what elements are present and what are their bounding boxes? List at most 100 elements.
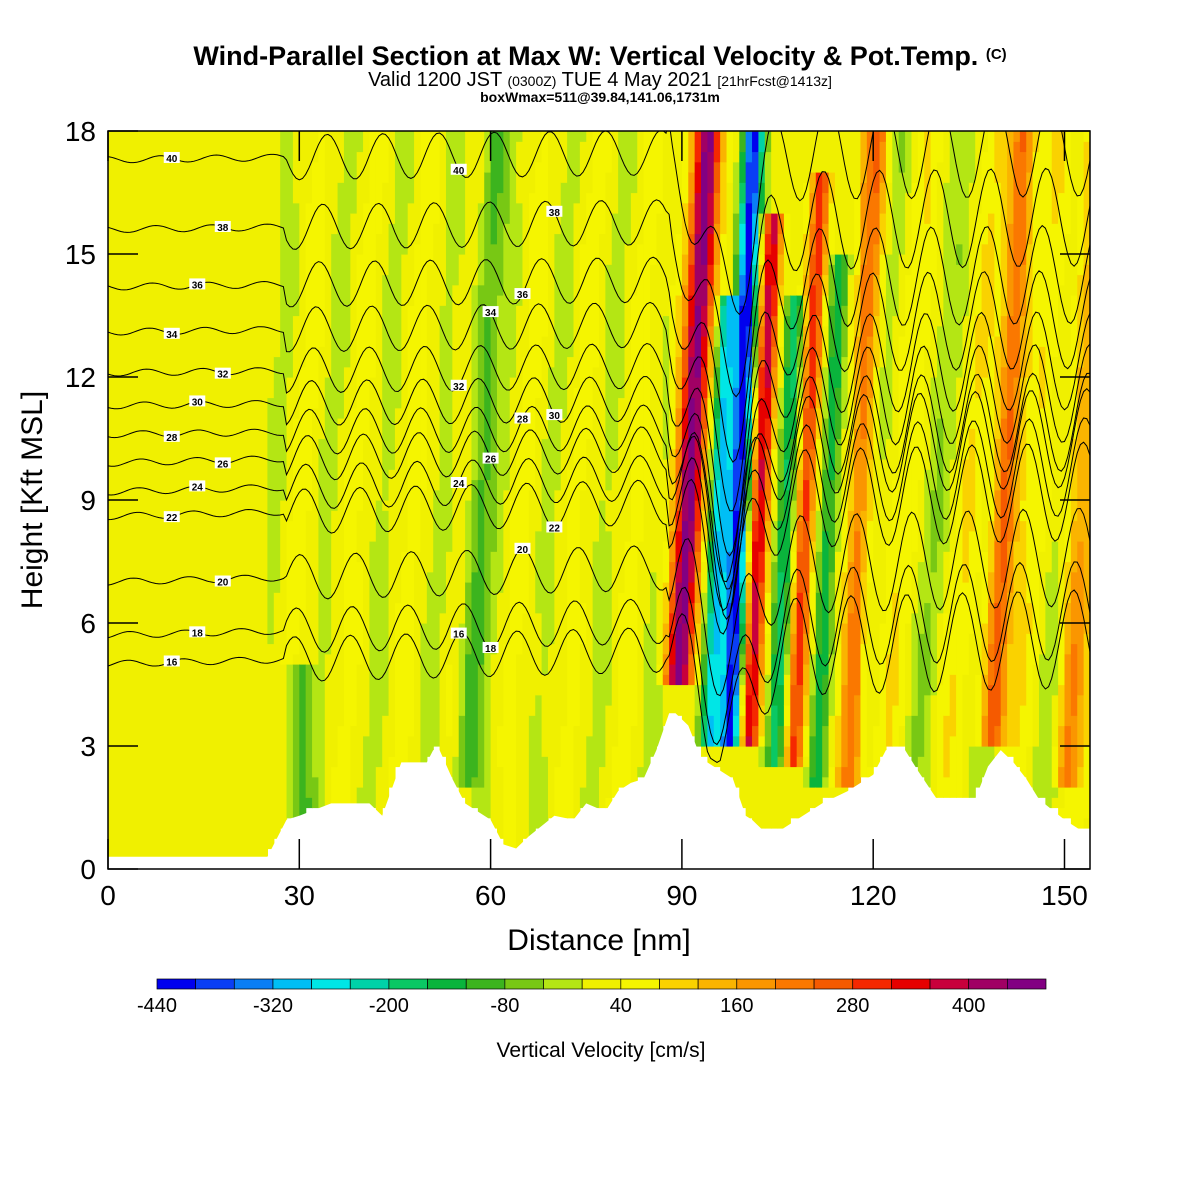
theta-label-28: 28 bbox=[166, 433, 178, 444]
velocity-cell bbox=[190, 131, 198, 860]
velocity-cell bbox=[579, 643, 587, 788]
velocity-cell bbox=[764, 284, 772, 388]
colorbar-swatch bbox=[195, 978, 235, 990]
velocity-cell bbox=[987, 520, 995, 573]
velocity-cell bbox=[713, 223, 721, 265]
velocity-cell bbox=[758, 366, 766, 399]
velocity-cell bbox=[382, 715, 390, 809]
velocity-cell bbox=[184, 131, 192, 860]
velocity-cell bbox=[599, 131, 606, 235]
velocity-cell bbox=[669, 500, 677, 532]
velocity-cell bbox=[924, 694, 932, 788]
velocity-cell bbox=[841, 500, 849, 573]
velocity-cell bbox=[662, 541, 670, 583]
velocity-cell bbox=[630, 295, 638, 727]
velocity-cell bbox=[707, 653, 715, 716]
velocity-cell bbox=[1083, 141, 1090, 265]
velocity-cell bbox=[701, 131, 709, 153]
velocity-cell bbox=[1038, 407, 1046, 552]
velocity-cell bbox=[752, 653, 760, 696]
velocity-cell bbox=[1019, 500, 1027, 522]
velocity-cell bbox=[509, 377, 517, 501]
velocity-cell bbox=[745, 397, 753, 419]
velocity-cell bbox=[579, 243, 587, 491]
velocity-cell bbox=[369, 541, 377, 809]
velocity-cell bbox=[382, 131, 390, 183]
colorbar-tick-label: 280 bbox=[836, 995, 869, 1017]
theta-contour-28 bbox=[108, 372, 1090, 620]
colorbar-tick-label: -440 bbox=[137, 995, 177, 1017]
velocity-cell bbox=[745, 643, 753, 665]
velocity-cell bbox=[713, 653, 721, 747]
velocity-cell bbox=[471, 284, 479, 481]
velocity-cell bbox=[828, 356, 836, 481]
velocity-cell bbox=[854, 192, 862, 276]
velocity-cell bbox=[707, 131, 715, 153]
velocity-cell bbox=[618, 131, 626, 399]
velocity-cell bbox=[809, 448, 817, 481]
velocity-cell bbox=[1077, 787, 1085, 829]
velocity-cell bbox=[745, 131, 753, 163]
theta-label-bg bbox=[214, 220, 231, 232]
velocity-cell bbox=[503, 643, 511, 850]
valid-date: TUE 4 May 2021 bbox=[561, 69, 712, 91]
velocity-cell bbox=[905, 192, 913, 276]
velocity-cell bbox=[707, 746, 715, 768]
velocity-cell bbox=[975, 213, 983, 317]
velocity-cell bbox=[930, 694, 938, 798]
velocity-cell bbox=[841, 571, 849, 624]
velocity-cell bbox=[917, 633, 925, 757]
velocity-cell bbox=[752, 500, 760, 522]
velocity-cell bbox=[701, 715, 709, 747]
velocity-cell bbox=[305, 510, 313, 665]
velocity-cell bbox=[732, 254, 740, 296]
x-tick-label: 120 bbox=[850, 880, 897, 911]
velocity-cell bbox=[528, 489, 536, 716]
velocity-cell bbox=[675, 295, 683, 358]
velocity-cell bbox=[905, 623, 913, 716]
velocity-cell bbox=[292, 131, 300, 204]
velocity-cell bbox=[739, 643, 747, 655]
theta-label-bg bbox=[514, 288, 531, 300]
velocity-cell bbox=[1051, 694, 1059, 747]
velocity-cell bbox=[484, 131, 492, 173]
velocity-cell bbox=[815, 274, 823, 317]
velocity-cell bbox=[815, 787, 823, 809]
velocity-cell bbox=[764, 715, 772, 747]
velocity-cell bbox=[752, 479, 760, 501]
velocity-cell bbox=[752, 694, 760, 727]
velocity-cell bbox=[911, 131, 919, 183]
velocity-cell bbox=[796, 684, 804, 727]
velocity-cell bbox=[1077, 541, 1085, 696]
velocity-cell bbox=[458, 787, 466, 798]
velocity-cell bbox=[694, 233, 702, 306]
velocity-cell bbox=[822, 192, 830, 224]
velocity-cell bbox=[726, 551, 734, 604]
velocity-cell bbox=[809, 694, 817, 737]
velocity-cell bbox=[624, 541, 632, 788]
velocity-cell bbox=[1070, 571, 1078, 645]
velocity-cell bbox=[267, 397, 275, 645]
velocity-cell bbox=[968, 182, 976, 317]
y-tick-label: 12 bbox=[65, 362, 96, 393]
velocity-cell bbox=[701, 428, 709, 450]
velocity-cell bbox=[694, 192, 702, 235]
velocity-cell bbox=[1007, 223, 1015, 317]
velocity-cell bbox=[1000, 469, 1008, 583]
velocity-cell bbox=[758, 284, 766, 306]
velocity-cell bbox=[732, 735, 740, 747]
velocity-cell bbox=[343, 469, 351, 809]
velocity-cell bbox=[1013, 746, 1021, 768]
velocity-cell bbox=[509, 500, 517, 850]
velocity-cell bbox=[292, 664, 300, 819]
velocity-cell bbox=[777, 233, 785, 255]
theta-label-26: 26 bbox=[485, 455, 497, 466]
velocity-cell bbox=[1051, 356, 1059, 542]
theta-label-bg bbox=[482, 452, 499, 464]
velocity-cell bbox=[1064, 787, 1072, 819]
velocity-cell bbox=[1070, 643, 1078, 716]
velocity-cell bbox=[764, 151, 772, 214]
velocity-cell bbox=[388, 756, 396, 788]
velocity-cell bbox=[847, 274, 855, 327]
velocity-cell bbox=[771, 131, 779, 214]
